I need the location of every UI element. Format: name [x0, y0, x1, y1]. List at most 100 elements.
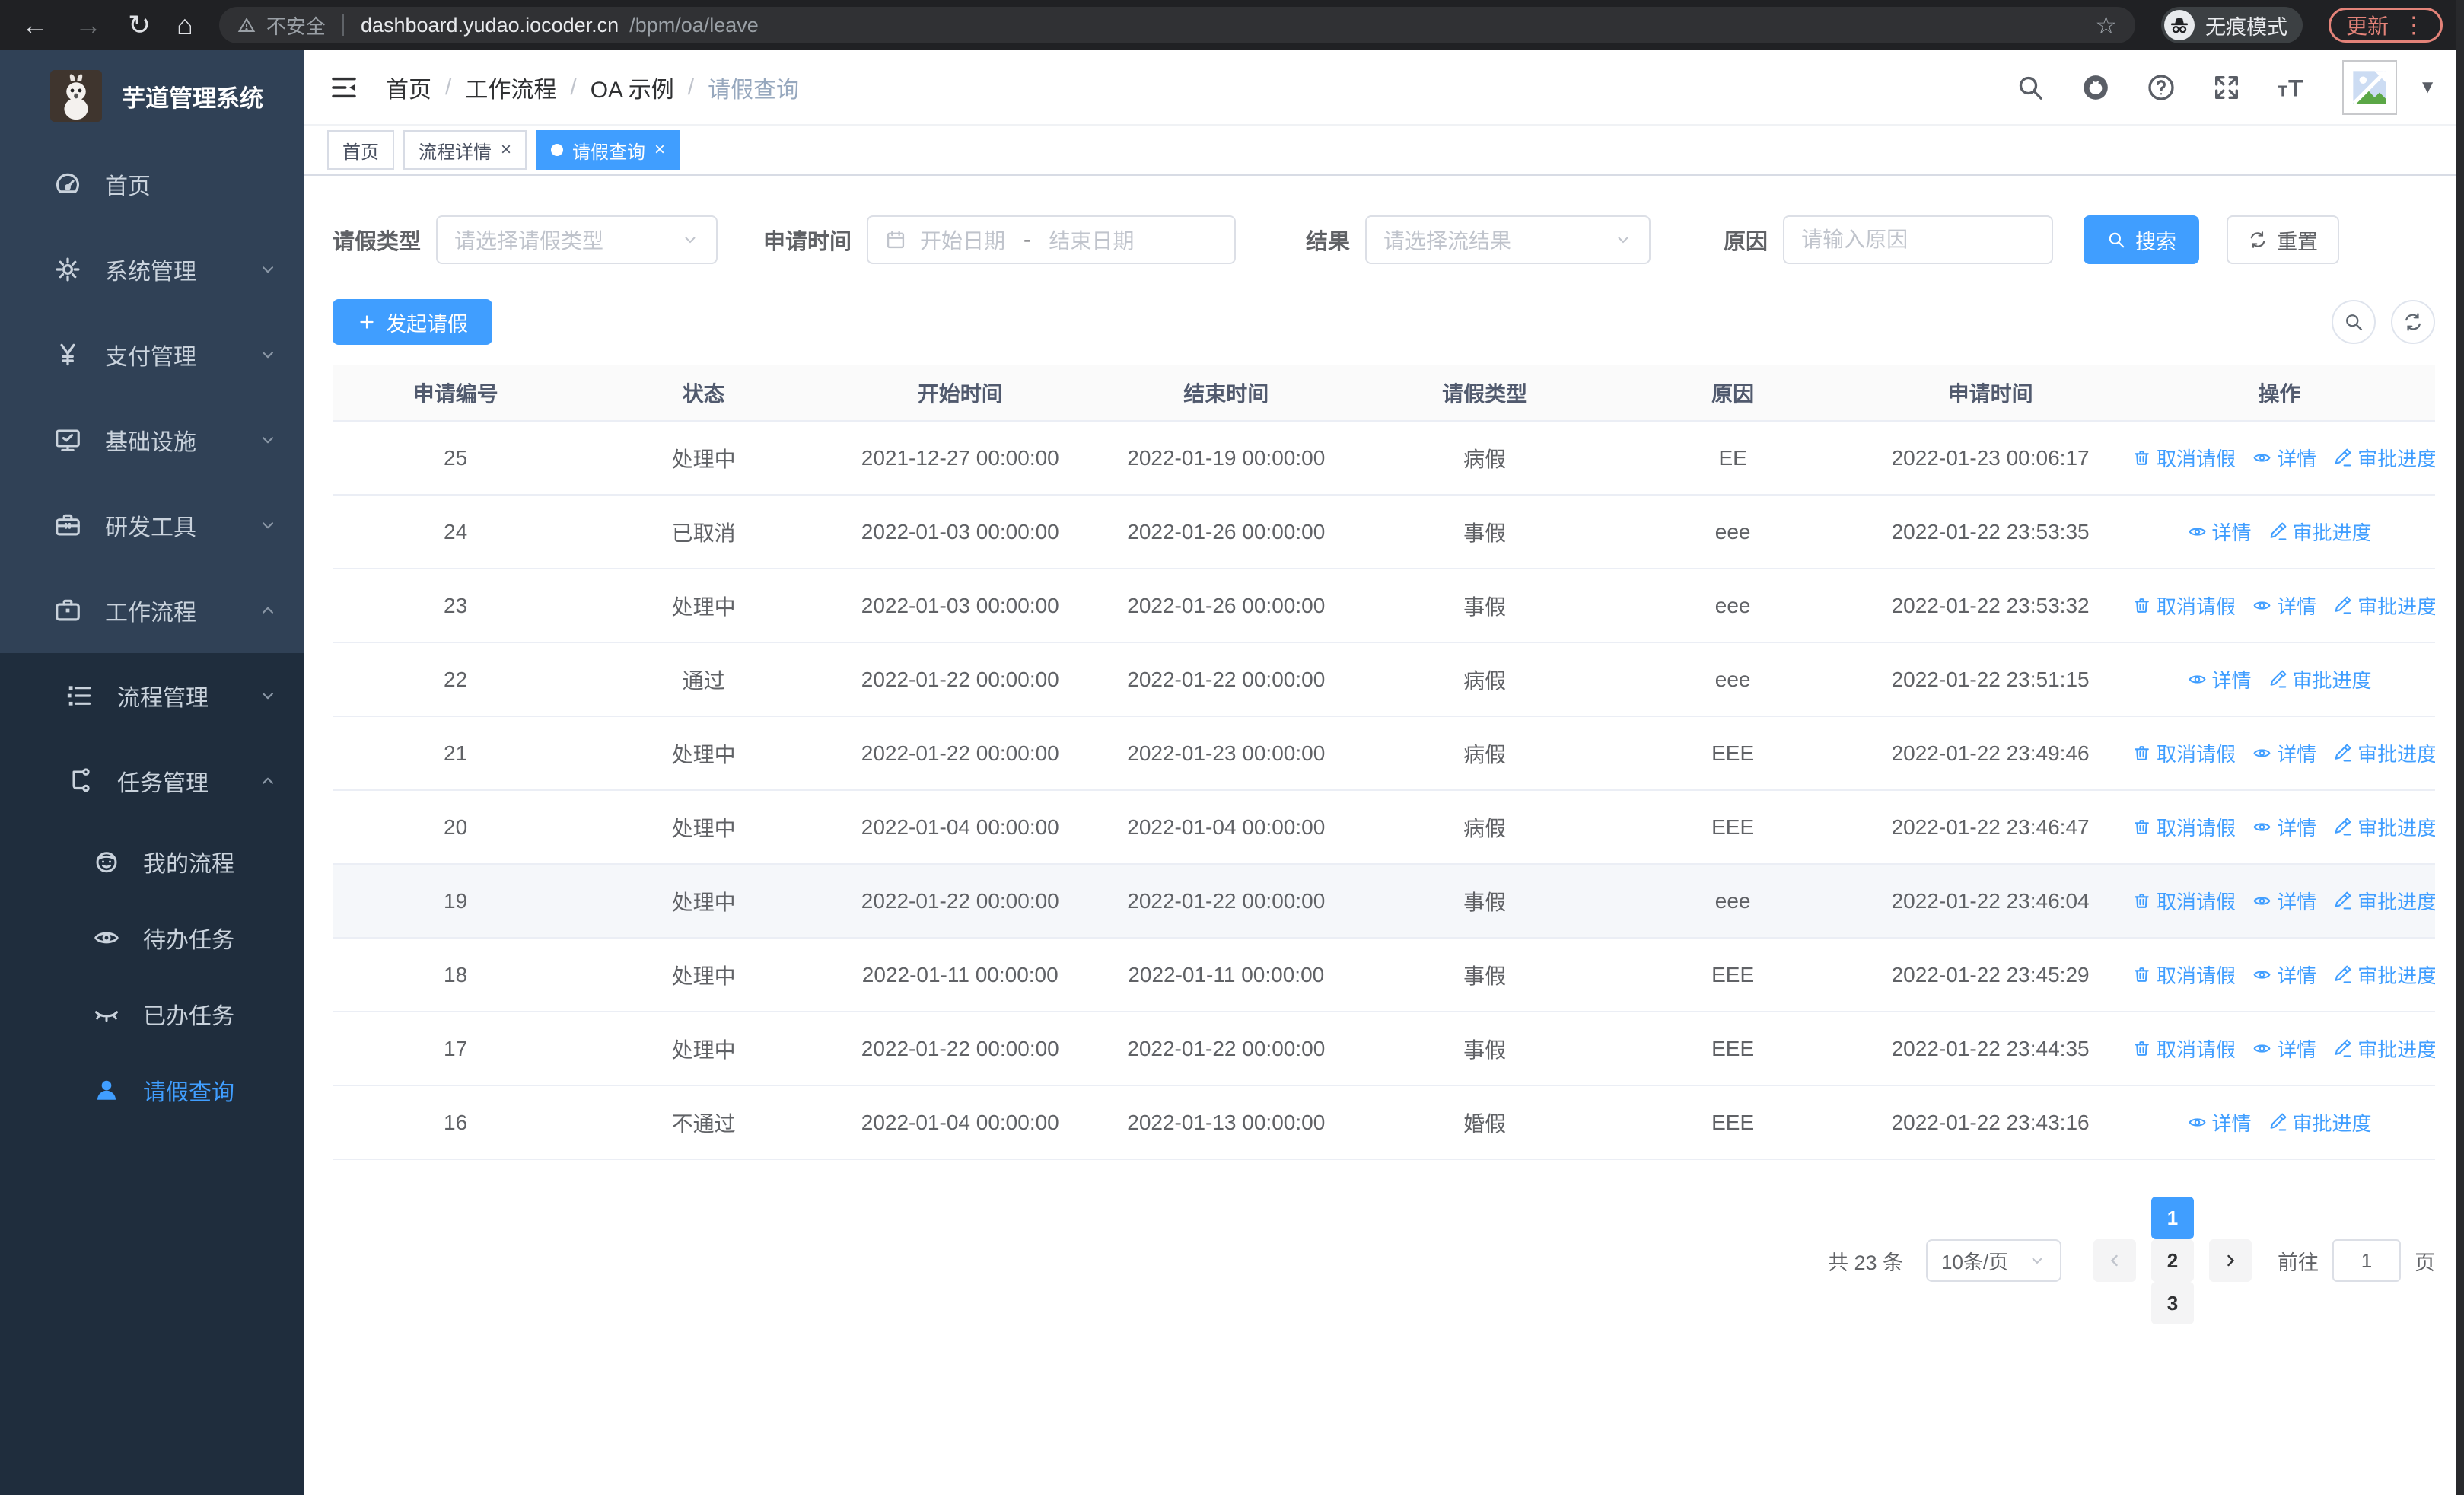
goto-page-input[interactable] [2332, 1239, 2401, 1282]
result-select[interactable]: 请选择流结果 [1365, 215, 1651, 264]
cell-status: 处理中 [578, 569, 829, 643]
address-bar[interactable]: 不安全 dashboard.yudao.iocoder.cn/bpm/oa/le… [218, 7, 2135, 43]
action-cancel-link[interactable]: 取消请假 [2132, 1034, 2236, 1063]
sidebar-item-task-mgmt[interactable]: 任务管理 [0, 738, 304, 824]
action-detail-link[interactable]: 详情 [2188, 665, 2252, 693]
eye-icon [2252, 891, 2271, 910]
reset-button[interactable]: 重置 [2227, 215, 2340, 264]
sidebar-item-my-process[interactable]: 我的流程 [0, 824, 304, 900]
cell-type: 事假 [1361, 864, 1609, 939]
show-search-icon[interactable] [2332, 300, 2376, 344]
cell-type: 事假 [1361, 495, 1609, 569]
action-progress-link[interactable]: 审批进度 [2333, 591, 2435, 620]
cell-id: 17 [333, 1012, 579, 1086]
breadcrumb-item[interactable]: 首页 [386, 77, 431, 103]
page-button-3[interactable]: 3 [2151, 1282, 2194, 1324]
sidebar-item-done-task[interactable]: 已办任务 [0, 976, 304, 1052]
result-placeholder: 请选择流结果 [1383, 229, 1512, 253]
action-progress-link[interactable]: 审批进度 [2268, 665, 2372, 693]
browser-home-icon[interactable]: ⌂ [177, 9, 193, 40]
browser-menu-icon[interactable]: ⋮ [2402, 12, 2425, 38]
sidebar-item-label: 请假查询 [143, 1080, 234, 1105]
action-detail-link[interactable]: 详情 [2252, 887, 2316, 915]
cell-start: 2022-01-04 00:00:00 [829, 1085, 1092, 1160]
cell-type: 病假 [1361, 642, 1609, 717]
sidebar-item-system[interactable]: 系统管理 [0, 227, 304, 312]
security-label[interactable]: 不安全 [266, 14, 326, 38]
apply-time-range-picker[interactable]: 开始日期 - 结束日期 [867, 215, 1237, 264]
action-progress-link[interactable]: 审批进度 [2333, 739, 2435, 767]
browser-reload-icon[interactable]: ↻ [128, 9, 151, 40]
sidebar-fold-icon[interactable] [328, 72, 360, 104]
create-leave-button[interactable]: 发起请假 [333, 299, 492, 345]
action-detail-link[interactable]: 详情 [2252, 591, 2316, 620]
next-page-button[interactable] [2209, 1239, 2252, 1282]
leave-type-select[interactable]: 请选择请假类型 [436, 215, 718, 264]
sidebar-item-todo-task[interactable]: 待办任务 [0, 900, 304, 976]
action-progress-link[interactable]: 审批进度 [2333, 813, 2435, 841]
table-row: 18 处理中 2022-01-11 00:00:00 2022-01-11 00:00… [333, 938, 2435, 1012]
action-label: 审批进度 [2292, 521, 2372, 544]
action-cancel-link[interactable]: 取消请假 [2132, 887, 2236, 915]
pen-icon [2268, 1113, 2287, 1132]
tab-leave-query[interactable]: 请假查询 × [536, 130, 681, 170]
cell-end: 2022-01-13 00:00:00 [1091, 1085, 1361, 1160]
tab-close-icon[interactable]: × [501, 139, 512, 160]
table-column-header: 请假类型 [1361, 365, 1609, 422]
tab-process-detail[interactable]: 流程详情 × [403, 130, 527, 170]
tab-close-icon[interactable]: × [654, 139, 666, 160]
tab-home[interactable]: 首页 [327, 130, 394, 170]
sidebar-item-infra[interactable]: 基础设施 [0, 397, 304, 483]
sidebar-item-devtools[interactable]: 研发工具 [0, 483, 304, 568]
search-icon[interactable] [2015, 72, 2045, 103]
page-button-2[interactable]: 2 [2151, 1239, 2194, 1282]
prev-page-button[interactable] [2093, 1239, 2136, 1282]
sidebar-item-leave-query[interactable]: 请假查询 [0, 1052, 304, 1128]
breadcrumb-item[interactable]: OA 示例 [590, 77, 674, 103]
action-progress-link[interactable]: 审批进度 [2268, 1108, 2372, 1136]
fullscreen-icon[interactable] [2211, 72, 2242, 103]
breadcrumb-item[interactable]: 工作流程 [465, 77, 557, 103]
question-icon[interactable] [2146, 72, 2176, 103]
action-progress-link[interactable]: 审批进度 [2333, 444, 2435, 472]
pen-icon [2333, 1039, 2352, 1058]
action-detail-link[interactable]: 详情 [2188, 518, 2252, 546]
action-cancel-link[interactable]: 取消请假 [2132, 739, 2236, 767]
sidebar-item-workflow[interactable]: 工作流程 [0, 568, 304, 653]
reason-input[interactable] [1801, 228, 2036, 252]
action-progress-link[interactable]: 审批进度 [2268, 518, 2372, 546]
action-progress-link[interactable]: 审批进度 [2333, 961, 2435, 989]
action-detail-link[interactable]: 详情 [2188, 1108, 2252, 1136]
avatar[interactable] [2342, 59, 2398, 115]
trash-icon [2132, 596, 2151, 615]
action-cancel-link[interactable]: 取消请假 [2132, 961, 2236, 989]
action-progress-link[interactable]: 审批进度 [2333, 1034, 2435, 1063]
action-cancel-link[interactable]: 取消请假 [2132, 591, 2236, 620]
search-button[interactable]: 搜索 [2084, 215, 2200, 264]
action-cancel-link[interactable]: 取消请假 [2132, 444, 2236, 472]
action-label: 审批进度 [2357, 1038, 2435, 1061]
browser-update-button[interactable]: 更新 ⋮ [2328, 8, 2443, 43]
sidebar-item-payment[interactable]: 支付管理 [0, 312, 304, 397]
action-progress-link[interactable]: 审批进度 [2333, 887, 2435, 915]
refresh-table-icon[interactable] [2391, 300, 2435, 344]
bookmark-star-icon[interactable]: ☆ [2095, 11, 2117, 39]
browser-forward-icon[interactable]: → [75, 9, 102, 40]
action-detail-link[interactable]: 详情 [2252, 444, 2316, 472]
cell-end: 2022-01-26 00:00:00 [1091, 495, 1361, 569]
sidebar-item-process-mgmt[interactable]: 流程管理 [0, 653, 304, 738]
action-detail-link[interactable]: 详情 [2252, 739, 2316, 767]
github-icon[interactable] [2080, 72, 2111, 103]
action-detail-link[interactable]: 详情 [2252, 1034, 2316, 1063]
action-detail-link[interactable]: 详情 [2252, 961, 2316, 989]
action-cancel-link[interactable]: 取消请假 [2132, 813, 2236, 841]
window-scrollbar-edge[interactable] [2456, 0, 2464, 1495]
browser-back-icon[interactable]: ← [21, 9, 49, 40]
avatar-caret-icon[interactable]: ▼ [2418, 76, 2437, 97]
action-detail-link[interactable]: 详情 [2252, 813, 2316, 841]
cell-start: 2022-01-11 00:00:00 [829, 938, 1092, 1012]
page-button-1[interactable]: 1 [2151, 1197, 2194, 1239]
page-size-select[interactable]: 10条/页 [1926, 1239, 2061, 1282]
sidebar-item-home[interactable]: 首页 [0, 142, 304, 227]
